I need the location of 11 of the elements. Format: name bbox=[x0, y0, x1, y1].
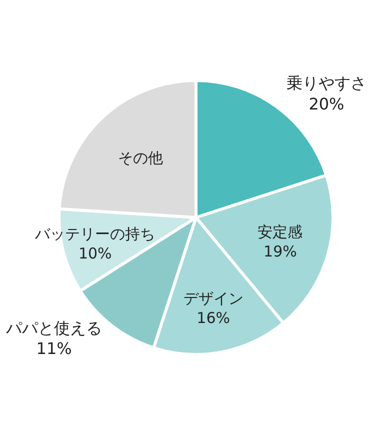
slice-label: パパと使える bbox=[5, 318, 102, 338]
slice-label: デザイン bbox=[183, 290, 244, 308]
data-label: 19% bbox=[264, 242, 297, 261]
data-label: 10% bbox=[78, 244, 112, 262]
data-label: 16% bbox=[196, 309, 230, 328]
slice-label: 乗りやすさ bbox=[286, 74, 366, 93]
slice-label: 安定感 bbox=[258, 223, 303, 242]
data-label: 20% bbox=[308, 94, 344, 114]
data-label: 11% bbox=[36, 339, 72, 358]
slice-label: その他 bbox=[118, 149, 163, 168]
slice-label: バッテリーの持ち bbox=[34, 224, 156, 243]
